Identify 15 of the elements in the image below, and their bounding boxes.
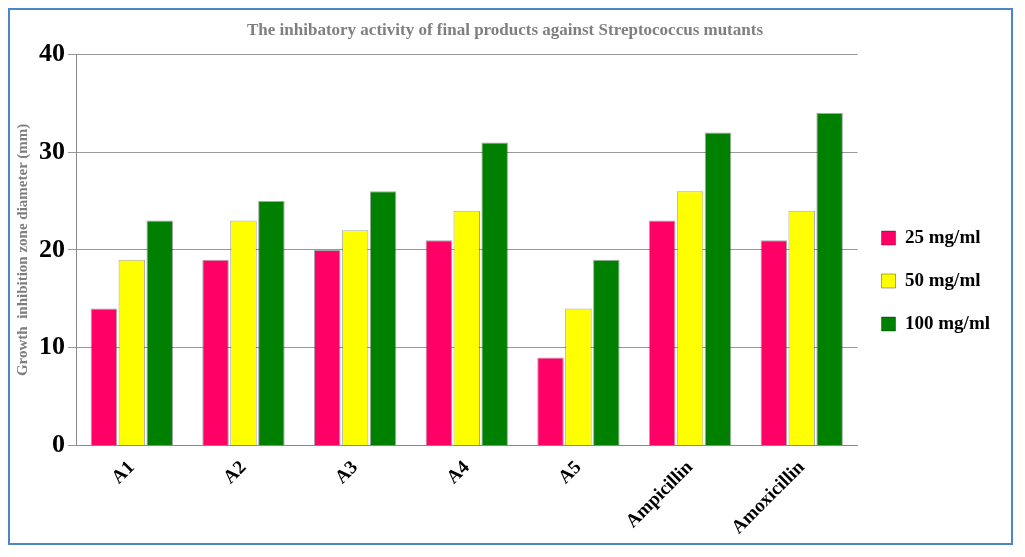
- y-tick-label: 30: [39, 135, 65, 165]
- legend-label: 100 mg/ml: [905, 311, 991, 333]
- y-tick-label: 10: [39, 331, 65, 361]
- x-tick-label: A4: [441, 455, 474, 488]
- chart-title: The inhibatory activity of final products against Streptococcus mutants: [246, 19, 764, 39]
- legend-label: 25 mg/ml: [905, 225, 981, 247]
- y-axis-title: Growth inhibition zone diameter (mm): [13, 123, 31, 377]
- x-tick-label: A1: [106, 455, 139, 488]
- x-tick-label: A2: [218, 455, 250, 488]
- legend-label: 50 mg/ml: [905, 268, 981, 290]
- x-tick-label: A5: [553, 455, 585, 488]
- x-tick-label: A3: [330, 455, 362, 488]
- y-tick-label: 0: [52, 429, 65, 459]
- y-tick-label: 40: [39, 38, 65, 68]
- y-tick-label: 20: [39, 233, 65, 263]
